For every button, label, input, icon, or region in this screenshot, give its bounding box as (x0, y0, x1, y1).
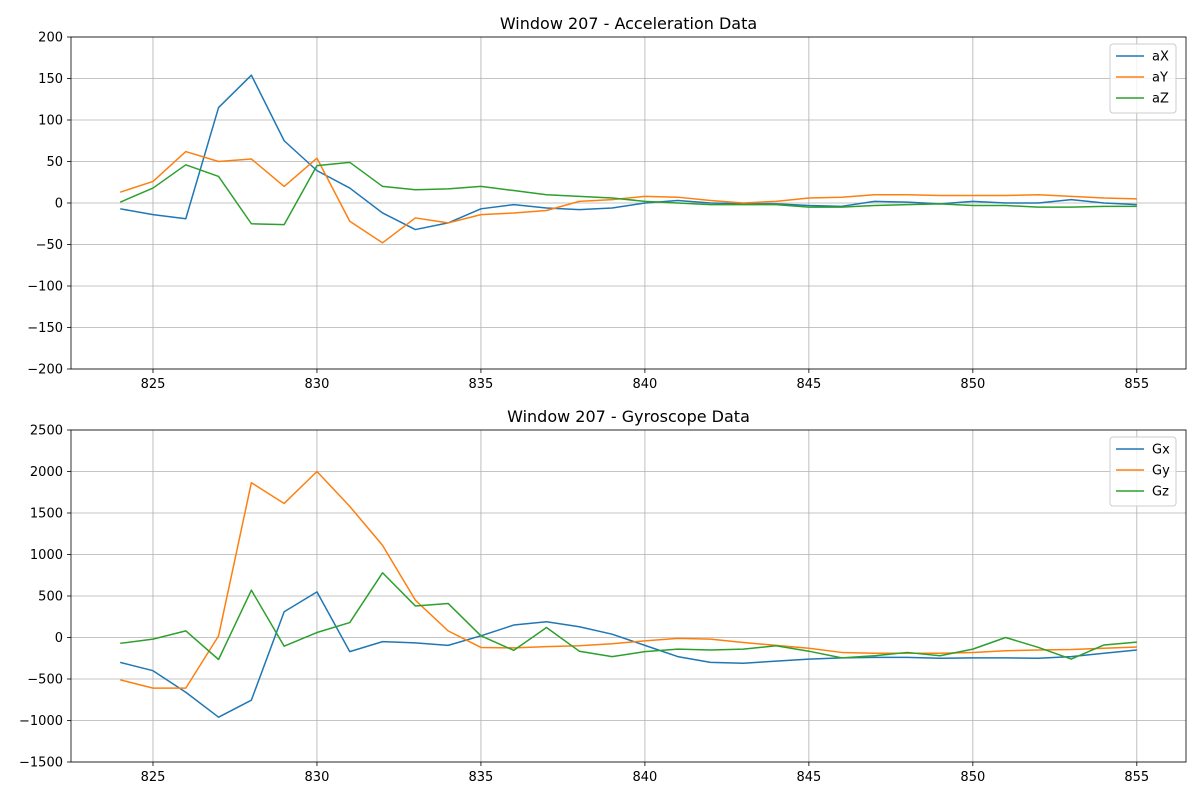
y-tick-label: 100 (38, 114, 63, 129)
series-line-Gz (120, 572, 1137, 661)
x-tick-label: 825 (141, 377, 166, 392)
y-tick-label: 2500 (30, 424, 63, 439)
y-axis: −1500 −1000 −500 0 500 1000 1500 2000 2500 (19, 424, 71, 771)
series-line-aY (119, 150, 1137, 244)
y-tick-label: 1000 (30, 548, 63, 563)
x-tick-label: 855 (1124, 770, 1149, 785)
legend: aX aY aZ (1109, 43, 1177, 114)
x-tick-label: 850 (960, 377, 985, 392)
legend-box (1109, 43, 1177, 114)
y-tick-label: 0 (55, 197, 63, 212)
x-tick-label: 835 (469, 377, 494, 392)
chart-title: Window 207 - Acceleration Data (500, 14, 757, 33)
y-tick-label: 2000 (30, 465, 63, 480)
legend-box (1109, 436, 1177, 507)
x-tick-label: 825 (141, 770, 166, 785)
legend: Gx Gy Gz (1109, 436, 1177, 507)
y-tick-label: 0 (55, 631, 63, 646)
y-tick-label: 1500 (30, 507, 63, 522)
series-line-Gy (120, 470, 1137, 689)
legend-label-aY: aY (1152, 71, 1168, 86)
y-tick-label: −500 (27, 673, 63, 688)
y-tick-label: −150 (27, 321, 63, 336)
gyroscope-chart: 825 830 835 840 845 850 855 −1500 −1000 −500 0 500 1… (19, 407, 1187, 785)
x-tick-label: 830 (305, 770, 330, 785)
series-line-aX (120, 74, 1137, 231)
x-tick-label: 840 (632, 377, 657, 392)
series-group (120, 470, 1137, 718)
series-line-Gx (120, 591, 1137, 718)
legend-label-Gy: Gy (1152, 464, 1170, 479)
x-tick-label: 835 (469, 770, 494, 785)
legend-label-aX: aX (1152, 50, 1169, 65)
y-tick-label: −50 (36, 238, 63, 253)
series-group (119, 74, 1137, 244)
y-tick-label: −200 (27, 363, 63, 378)
acceleration-chart: 825 830 835 840 845 850 855 −200 −150 −100 −50 0 50 1… (27, 14, 1187, 392)
x-tick-label: 850 (960, 770, 985, 785)
x-tick-label: 845 (796, 377, 821, 392)
x-axis: 825 830 835 840 845 850 855 (141, 762, 1149, 785)
y-tick-label: 150 (38, 72, 63, 87)
y-tick-label: 50 (46, 155, 63, 170)
y-axis: −200 −150 −100 −50 0 50 100 150 200 (27, 31, 71, 378)
y-tick-label: 500 (38, 590, 63, 605)
x-axis: 825 830 835 840 845 850 855 (141, 369, 1149, 392)
grid (71, 36, 1186, 370)
y-tick-label: 200 (38, 31, 63, 46)
y-tick-label: −1000 (19, 714, 63, 729)
series-line-aZ (119, 161, 1137, 226)
legend-label-Gz: Gz (1152, 485, 1169, 500)
x-tick-label: 840 (632, 770, 657, 785)
legend-label-Gx: Gx (1152, 443, 1170, 458)
y-tick-label: −1500 (19, 756, 63, 771)
grid (71, 429, 1186, 763)
chart-title: Window 207 - Gyroscope Data (507, 407, 750, 426)
y-tick-label: −100 (27, 280, 63, 295)
x-tick-label: 845 (796, 770, 821, 785)
legend-label-aZ: aZ (1152, 92, 1169, 107)
x-tick-label: 855 (1124, 377, 1149, 392)
x-tick-label: 830 (305, 377, 330, 392)
